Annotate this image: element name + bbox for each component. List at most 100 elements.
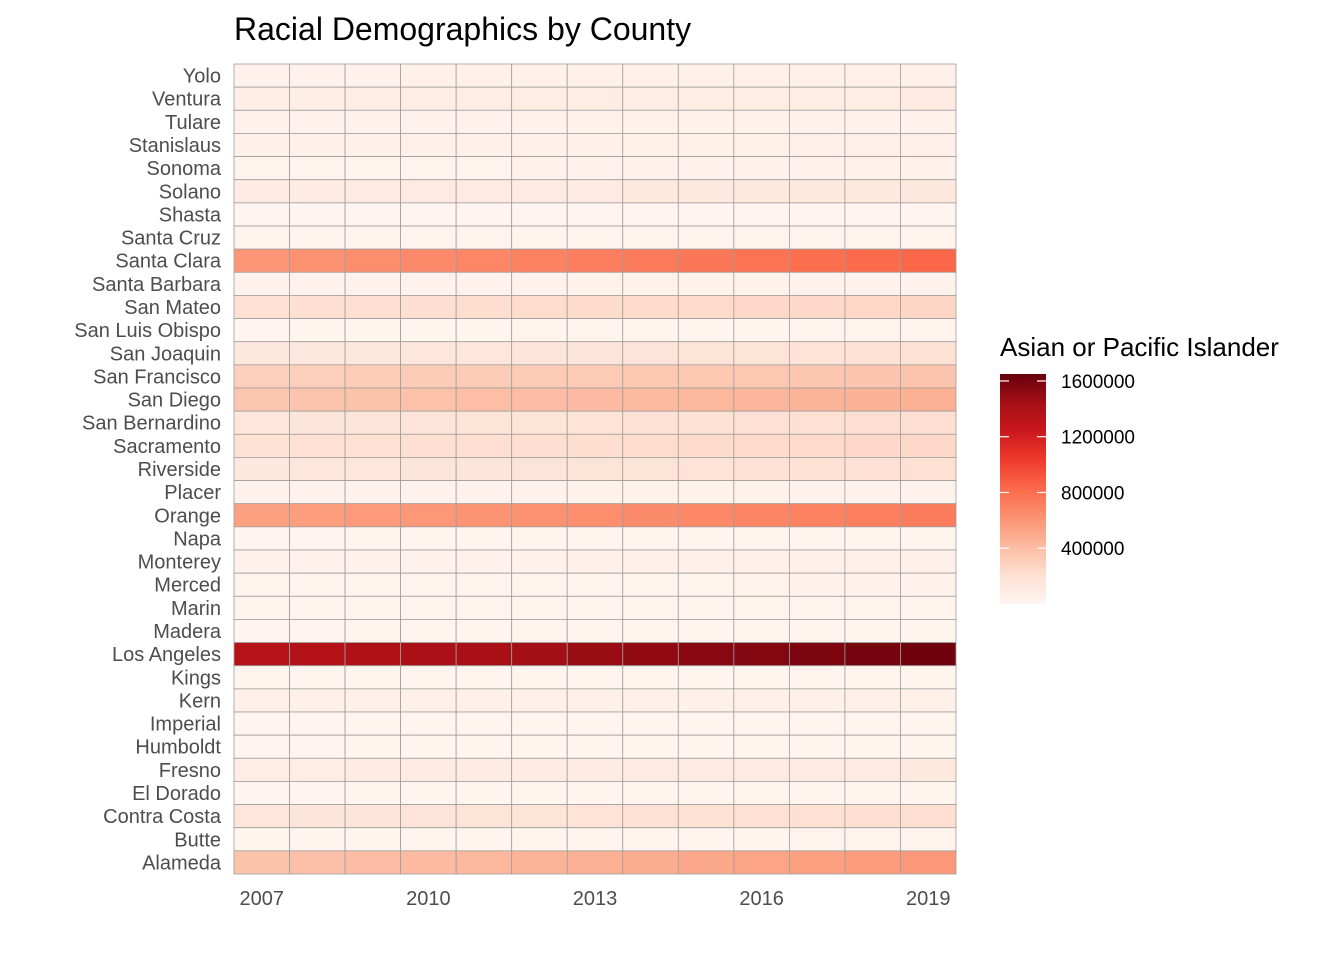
heatmap-cell [455, 503, 513, 528]
heatmap-cell [844, 526, 901, 551]
heatmap-cell [400, 156, 457, 181]
heatmap-cell [233, 387, 290, 412]
heatmap-cell [900, 688, 957, 713]
heatmap-cell [844, 179, 901, 204]
heatmap-cell [289, 850, 346, 875]
heatmap-cell [733, 387, 790, 412]
heatmap-cell [455, 225, 513, 250]
heatmap-cell [400, 225, 457, 250]
heatmap-cell [566, 804, 624, 829]
heatmap-cell [677, 248, 735, 273]
heatmap-cell [511, 619, 568, 643]
heatmap-cell [733, 318, 790, 343]
heatmap-cell [566, 480, 624, 505]
y-tick-label: Sonoma [147, 158, 222, 180]
heatmap-cell [455, 781, 513, 805]
heatmap-cell [455, 433, 513, 458]
heatmap-cell [511, 549, 568, 574]
heatmap-cell [344, 225, 402, 250]
heatmap-cell [511, 179, 568, 204]
heatmap-cell [788, 781, 846, 805]
heatmap-cell [233, 225, 290, 250]
heatmap-cell [344, 271, 402, 296]
heatmap-cell [900, 109, 957, 134]
heatmap-cell [289, 457, 346, 481]
heatmap-cell [844, 850, 901, 875]
heatmap-cell [233, 757, 290, 782]
heatmap-cell [844, 665, 901, 690]
heatmap-cell [677, 341, 735, 366]
chart-title: Racial Demographics by County [234, 11, 691, 47]
heatmap-cell [233, 549, 290, 574]
heatmap-cell [622, 410, 679, 435]
heatmap-cell [844, 156, 901, 181]
heatmap-cell [566, 734, 624, 759]
heatmap-cell [788, 757, 846, 782]
heatmap-cell [622, 734, 679, 759]
heatmap-cell [677, 619, 735, 643]
y-tick-label: Stanislaus [129, 135, 221, 157]
heatmap-cell [400, 827, 457, 852]
heatmap-cell [733, 248, 790, 273]
heatmap-cell [566, 619, 624, 643]
heatmap-cell [622, 688, 679, 713]
heatmap-cell [900, 410, 957, 435]
heatmap-cell [788, 364, 846, 389]
heatmap-cell [400, 179, 457, 204]
heatmap-cell [455, 109, 513, 134]
y-tick-label: Los Angeles [112, 644, 221, 666]
heatmap-cell [788, 827, 846, 852]
y-tick-label: San Francisco [93, 366, 221, 388]
y-tick-label: Contra Costa [103, 806, 222, 828]
heatmap-cell [344, 549, 402, 574]
heatmap-cell [566, 433, 624, 458]
heatmap-cell [900, 133, 957, 157]
heatmap-cell [622, 619, 679, 643]
heatmap-cell [455, 827, 513, 852]
heatmap-cell [733, 156, 790, 181]
heatmap-cell [900, 572, 957, 597]
x-tick-label: 2007 [240, 888, 285, 910]
heatmap-cell [566, 595, 624, 620]
heatmap-cell [844, 688, 901, 713]
heatmap-cell [788, 850, 846, 875]
y-tick-label: San Mateo [124, 297, 221, 319]
heatmap-cell [289, 572, 346, 597]
heatmap-cell [233, 295, 290, 319]
heatmap-cell [566, 225, 624, 250]
heatmap-cell [844, 410, 901, 435]
heatmap-cell [844, 619, 901, 643]
heatmap-cell [566, 86, 624, 111]
heatmap-cell [455, 642, 513, 667]
heatmap-cell [400, 480, 457, 505]
heatmap-cell [566, 318, 624, 343]
heatmap-cell [455, 63, 513, 88]
heatmap-cell [344, 595, 402, 620]
heatmap-cell [455, 133, 513, 157]
heatmap-cell [400, 757, 457, 782]
y-tick-label: Merced [154, 575, 221, 597]
heatmap-cell [788, 295, 846, 319]
heatmap-cell [400, 572, 457, 597]
heatmap-cell [900, 156, 957, 181]
y-tick-label: San Joaquin [110, 343, 221, 365]
heatmap-cell [400, 63, 457, 88]
heatmap-cell [788, 341, 846, 366]
heatmap-cell [622, 364, 679, 389]
heatmap-cell [344, 642, 402, 667]
heatmap-cell [289, 619, 346, 643]
heatmap-cell [344, 619, 402, 643]
heatmap-cell [622, 781, 679, 805]
heatmap-cell [788, 711, 846, 736]
heatmap-cell [788, 457, 846, 481]
heatmap-cell [566, 156, 624, 181]
heatmap-cell [733, 341, 790, 366]
heatmap-cell [233, 850, 290, 875]
y-tick-label: El Dorado [132, 783, 221, 805]
heatmap-cell [733, 665, 790, 690]
heatmap-cell [511, 271, 568, 296]
heatmap-cell [566, 526, 624, 551]
y-axis-ticks: YoloVenturaTulareStanislausSonomaSolanoS… [74, 66, 222, 875]
heatmap-cell [622, 318, 679, 343]
heatmap-cell [733, 410, 790, 435]
